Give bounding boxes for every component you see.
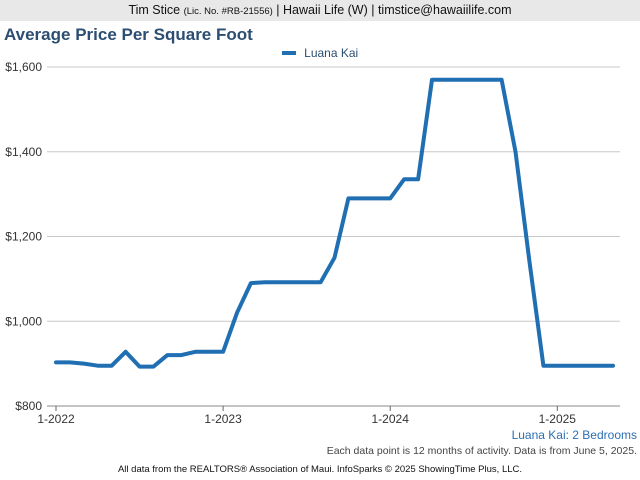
data-note: Each data point is 12 months of activity…	[326, 445, 637, 457]
y-tick-label: $1,200	[5, 230, 42, 244]
grid-lines	[47, 66, 620, 322]
legend[interactable]: Luana Kai	[0, 46, 640, 60]
legend-label: Luana Kai	[304, 46, 359, 60]
agent-name: Tim Stice	[128, 3, 181, 17]
series-line-luana-kai	[54, 77, 615, 369]
x-tick-label: 1-2022	[37, 412, 75, 426]
agency-contact: | Hawaii Life (W) | timstice@hawaiilife.…	[276, 3, 512, 17]
series-lines	[54, 77, 615, 369]
source-footer: All data from the REALTORS® Association …	[117, 464, 523, 475]
y-tick-label: $1,600	[5, 60, 42, 74]
license-number: (Lic. No. #RB-21556)	[183, 6, 273, 17]
axes: $800 $1,000 $1,200 $1,400 $1,600 1-2022 1-2023…	[5, 60, 620, 426]
header-bar: Tim Stice (Lic. No. #RB-21556) | Hawaii …	[0, 0, 640, 21]
y-tick-label: $1,000	[5, 314, 42, 328]
chart-title: Average Price Per Square Foot	[4, 25, 253, 44]
x-tick-label: 1-2025	[539, 412, 577, 426]
x-tick-label: 1-2024	[372, 412, 410, 426]
chart-subtitle: Luana Kai: 2 Bedrooms	[511, 428, 637, 442]
y-tick-label: $1,400	[5, 145, 42, 159]
x-tick-label: 1-2023	[204, 412, 242, 426]
y-tick-label: $800	[15, 399, 42, 413]
legend-swatch	[281, 50, 296, 55]
